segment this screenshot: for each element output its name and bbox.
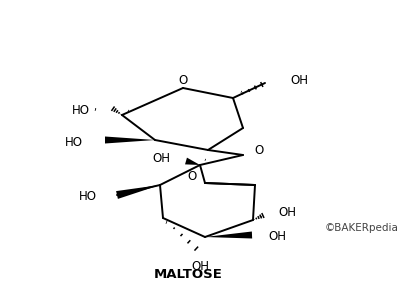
Text: HO: HO bbox=[65, 136, 83, 148]
Text: OH: OH bbox=[278, 206, 296, 220]
Text: OH: OH bbox=[152, 152, 170, 164]
Text: ,: , bbox=[203, 153, 206, 162]
Text: ,: , bbox=[164, 216, 167, 225]
Polygon shape bbox=[185, 158, 200, 165]
Text: ,: , bbox=[94, 102, 96, 112]
Text: O: O bbox=[254, 144, 263, 156]
Text: ,: , bbox=[239, 85, 242, 94]
Text: ...: ... bbox=[258, 212, 265, 218]
Polygon shape bbox=[116, 185, 160, 199]
Text: ,: , bbox=[126, 104, 129, 113]
Text: HO: HO bbox=[72, 103, 90, 116]
Text: HO: HO bbox=[79, 189, 97, 202]
Text: O: O bbox=[188, 171, 197, 184]
Text: ©BAKERpedia: ©BAKERpedia bbox=[325, 223, 399, 233]
Text: OH: OH bbox=[191, 260, 209, 273]
Polygon shape bbox=[105, 136, 155, 144]
Text: MALTOSE: MALTOSE bbox=[154, 269, 222, 282]
Text: OH: OH bbox=[268, 230, 286, 244]
Text: OH: OH bbox=[290, 74, 308, 87]
Text: O: O bbox=[178, 74, 188, 87]
Polygon shape bbox=[205, 232, 252, 238]
